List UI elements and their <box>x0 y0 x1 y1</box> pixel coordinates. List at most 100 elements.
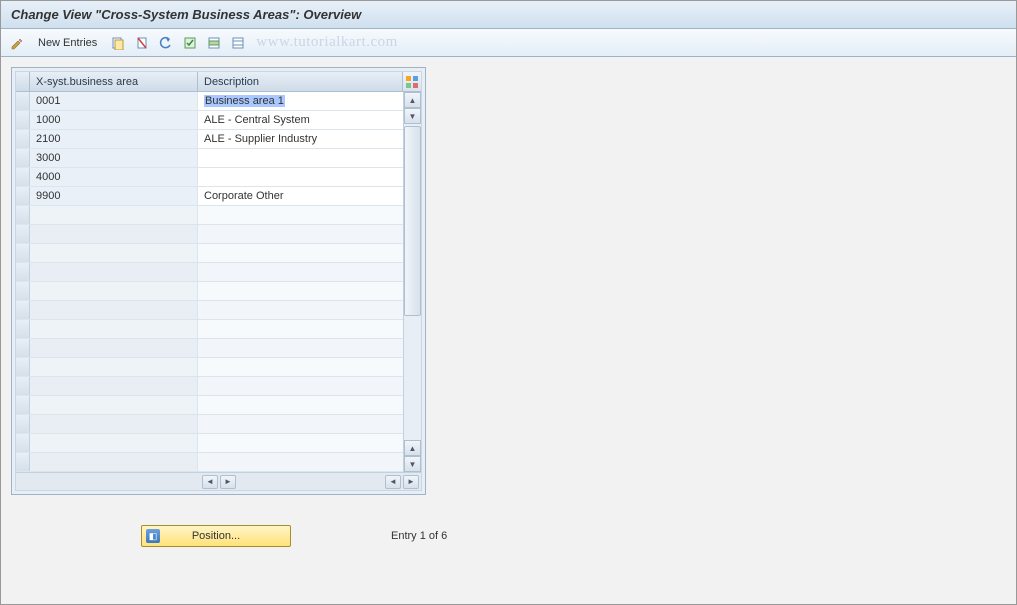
table-row-empty[interactable] <box>16 225 403 244</box>
row-selector[interactable] <box>16 453 30 471</box>
select-all-column[interactable] <box>16 72 30 91</box>
table-row-empty[interactable] <box>16 301 403 320</box>
row-selector[interactable] <box>16 396 30 414</box>
row-selector[interactable] <box>16 168 30 186</box>
hscroll-left-icon[interactable]: ◄ <box>202 475 218 489</box>
table-row[interactable]: 4000 <box>16 168 403 187</box>
row-selector[interactable] <box>16 434 30 452</box>
cell-code[interactable] <box>30 320 198 338</box>
cell-code[interactable]: 3000 <box>30 149 198 167</box>
row-selector[interactable] <box>16 282 30 300</box>
display-change-icon[interactable] <box>7 33 27 53</box>
table-row-empty[interactable] <box>16 434 403 453</box>
row-selector[interactable] <box>16 130 30 148</box>
scroll-track[interactable] <box>404 124 421 440</box>
row-selector[interactable] <box>16 415 30 433</box>
row-selector[interactable] <box>16 263 30 281</box>
cell-description[interactable] <box>198 149 403 167</box>
row-selector[interactable] <box>16 244 30 262</box>
new-entries-button[interactable]: New Entries <box>31 33 104 53</box>
cell-code[interactable]: 4000 <box>30 168 198 186</box>
scroll-up-end-icon[interactable]: ▲ <box>404 440 421 456</box>
vertical-scrollbar[interactable]: ▲ ▼ ▲ ▼ <box>403 92 421 472</box>
cell-code[interactable]: 0001 <box>30 92 198 110</box>
cell-description[interactable] <box>198 225 403 243</box>
row-selector[interactable] <box>16 339 30 357</box>
cell-code[interactable] <box>30 263 198 281</box>
row-selector[interactable] <box>16 320 30 338</box>
cell-description[interactable] <box>198 415 403 433</box>
cell-code[interactable] <box>30 244 198 262</box>
row-selector[interactable] <box>16 149 30 167</box>
cell-description[interactable] <box>198 358 403 376</box>
cell-description[interactable] <box>198 168 403 186</box>
table-row-empty[interactable] <box>16 339 403 358</box>
cell-description[interactable] <box>198 396 403 414</box>
select-block-icon[interactable] <box>204 33 224 53</box>
table-row-empty[interactable] <box>16 415 403 434</box>
column-header-description[interactable]: Description <box>198 72 403 91</box>
cell-code[interactable] <box>30 339 198 357</box>
scroll-thumb[interactable] <box>404 126 421 316</box>
hscroll-right-icon[interactable]: ► <box>220 475 236 489</box>
select-all-icon[interactable] <box>180 33 200 53</box>
horizontal-scrollbar[interactable]: ◄ ► ◄ ► <box>16 472 421 490</box>
cell-code[interactable] <box>30 225 198 243</box>
cell-code[interactable]: 2100 <box>30 130 198 148</box>
row-selector[interactable] <box>16 187 30 205</box>
cell-description[interactable] <box>198 282 403 300</box>
table-row-empty[interactable] <box>16 244 403 263</box>
table-row[interactable]: 1000ALE - Central System <box>16 111 403 130</box>
cell-description[interactable]: Business area 1 <box>198 92 403 110</box>
row-selector[interactable] <box>16 111 30 129</box>
cell-code[interactable]: 1000 <box>30 111 198 129</box>
table-row-empty[interactable] <box>16 396 403 415</box>
configure-columns-icon[interactable] <box>403 72 421 91</box>
row-selector[interactable] <box>16 92 30 110</box>
row-selector[interactable] <box>16 301 30 319</box>
cell-code[interactable] <box>30 377 198 395</box>
row-selector[interactable] <box>16 206 30 224</box>
cell-code[interactable] <box>30 358 198 376</box>
copy-as-icon[interactable] <box>108 33 128 53</box>
cell-description[interactable] <box>198 377 403 395</box>
row-selector[interactable] <box>16 358 30 376</box>
table-row[interactable]: 0001Business area 1 <box>16 92 403 111</box>
row-selector[interactable] <box>16 225 30 243</box>
column-header-code[interactable]: X-syst.business area <box>30 72 198 91</box>
undo-icon[interactable] <box>156 33 176 53</box>
cell-code[interactable] <box>30 396 198 414</box>
cell-description[interactable] <box>198 244 403 262</box>
deselect-all-icon[interactable] <box>228 33 248 53</box>
cell-description[interactable] <box>198 320 403 338</box>
cell-description[interactable] <box>198 434 403 452</box>
scroll-down-icon[interactable]: ▼ <box>404 108 421 124</box>
cell-code[interactable] <box>30 453 198 471</box>
cell-description[interactable] <box>198 301 403 319</box>
table-row[interactable]: 9900Corporate Other <box>16 187 403 206</box>
table-row-empty[interactable] <box>16 320 403 339</box>
table-row-empty[interactable] <box>16 377 403 396</box>
table-row[interactable]: 3000 <box>16 149 403 168</box>
table-row-empty[interactable] <box>16 453 403 472</box>
cell-description[interactable]: Corporate Other <box>198 187 403 205</box>
cell-code[interactable] <box>30 415 198 433</box>
cell-code[interactable] <box>30 282 198 300</box>
delete-icon[interactable] <box>132 33 152 53</box>
table-row-empty[interactable] <box>16 263 403 282</box>
cell-description[interactable] <box>198 453 403 471</box>
cell-code[interactable] <box>30 434 198 452</box>
table-row[interactable]: 2100ALE - Supplier Industry <box>16 130 403 149</box>
cell-code[interactable] <box>30 301 198 319</box>
hscroll-right-end-icon[interactable]: ► <box>403 475 419 489</box>
cell-description[interactable]: ALE - Supplier Industry <box>198 130 403 148</box>
table-row-empty[interactable] <box>16 206 403 225</box>
cell-code[interactable] <box>30 206 198 224</box>
cell-description[interactable] <box>198 263 403 281</box>
cell-description[interactable]: ALE - Central System <box>198 111 403 129</box>
scroll-down-end-icon[interactable]: ▼ <box>404 456 421 472</box>
table-row-empty[interactable] <box>16 358 403 377</box>
table-row-empty[interactable] <box>16 282 403 301</box>
position-button[interactable]: ◧ Position... <box>141 525 291 547</box>
cell-description[interactable] <box>198 206 403 224</box>
